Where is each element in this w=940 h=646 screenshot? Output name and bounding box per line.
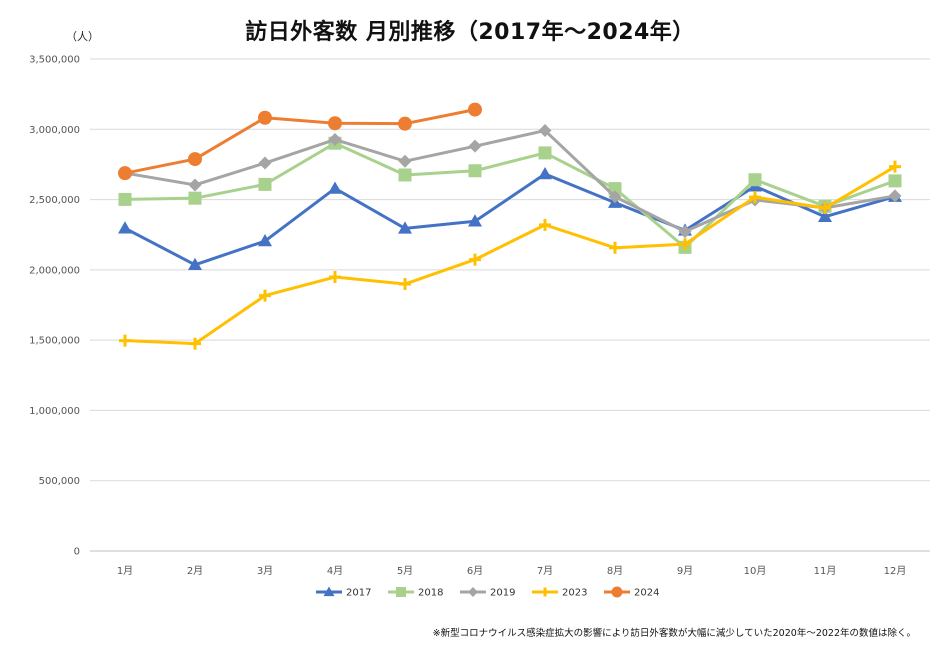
data-point-2018 [748, 173, 762, 187]
series-2024 [118, 102, 482, 181]
y-tick-label: 3,000,000 [29, 125, 80, 136]
x-tick-label: 9月 [677, 565, 693, 577]
legend-marker [323, 586, 335, 597]
series-line-2024 [124, 108, 476, 175]
data-point-2023 [749, 191, 761, 204]
data-point-2018 [888, 174, 902, 188]
data-point-2023 [609, 241, 621, 254]
legend-label: 2018 [418, 588, 443, 599]
series-line-2019 [124, 129, 896, 234]
data-point-2019 [258, 156, 272, 170]
y-axis-unit: （人） [66, 30, 99, 43]
data-point-2019 [608, 190, 622, 204]
legend-label: 2024 [634, 588, 659, 599]
data-point-2023 [819, 202, 831, 215]
y-tick-label: 1,500,000 [29, 336, 80, 347]
legend-label: 2019 [490, 588, 515, 599]
data-point-2024 [258, 110, 272, 125]
x-tick-label: 1月 [117, 565, 133, 577]
legend-marker [540, 587, 550, 597]
data-point-2019 [468, 139, 482, 153]
data-point-2017 [538, 166, 552, 180]
data-point-2018 [398, 168, 412, 182]
data-point-2017 [188, 257, 202, 271]
legend-item-2018: 2018 [388, 587, 443, 599]
data-point-2019 [888, 189, 902, 203]
legend-item-2024: 2024 [604, 586, 659, 599]
series-2017 [118, 166, 902, 271]
x-tick-label: 8月 [607, 565, 623, 577]
data-point-2024 [398, 116, 412, 131]
series-line-2018 [124, 141, 896, 249]
data-point-2018 [188, 191, 202, 205]
legend-marker [611, 586, 623, 598]
x-tick-label: 3月 [257, 565, 273, 577]
series-line-2017 [124, 172, 896, 267]
legend-item-2023: 2023 [532, 587, 587, 599]
y-tick-label: 1,000,000 [29, 406, 80, 417]
x-tick-label: 10月 [744, 565, 767, 577]
x-tick-label: 11月 [814, 565, 837, 577]
data-point-2023 [539, 218, 551, 231]
data-point-2023 [679, 238, 691, 251]
y-tick-label: 2,000,000 [29, 265, 80, 276]
legend-item-2019: 2019 [460, 587, 515, 599]
data-point-2023 [119, 334, 131, 347]
legend: 2017 2018 2019 2023 2024 [316, 586, 659, 599]
legend-marker [396, 587, 406, 597]
series-2023 [119, 160, 901, 350]
legend-label: 2017 [346, 588, 371, 599]
data-point-2019 [398, 154, 412, 168]
series-2019 [118, 124, 902, 239]
data-point-2018 [468, 164, 482, 178]
data-point-2023 [329, 271, 341, 284]
chart-title: 訪日外客数 月別推移（2017年～2024年） [245, 20, 695, 45]
legend-marker [468, 587, 478, 597]
data-point-2017 [468, 214, 482, 227]
data-point-2017 [818, 209, 832, 222]
x-tick-label: 12月 [884, 565, 907, 577]
data-point-2017 [328, 181, 342, 194]
legend-item-2017: 2017 [316, 586, 371, 599]
y-tick-label: 3,500,000 [29, 55, 80, 66]
x-tick-label: 7月 [537, 565, 553, 577]
data-point-2023 [259, 289, 271, 302]
data-point-2017 [398, 221, 412, 234]
x-tick-label: 6月 [467, 565, 483, 577]
y-tick-label: 500,000 [39, 476, 80, 487]
data-point-2019 [188, 178, 202, 192]
y-tick-label: 0 [74, 547, 80, 558]
data-point-2024 [118, 166, 132, 181]
data-point-2019 [328, 133, 342, 147]
data-point-2018 [118, 192, 132, 206]
data-point-2023 [469, 253, 481, 266]
data-point-2024 [468, 102, 482, 117]
legend-label: 2023 [562, 588, 587, 599]
grid-lines [90, 58, 930, 552]
data-point-2023 [399, 278, 411, 291]
series-line-2023 [124, 165, 896, 346]
series-lines [118, 102, 902, 350]
data-point-2019 [678, 225, 692, 239]
x-tick-label: 2月 [187, 565, 203, 577]
data-point-2024 [188, 152, 202, 167]
data-point-2023 [189, 337, 201, 350]
y-tick-label: 2,500,000 [29, 195, 80, 206]
footnote: ※新型コロナウイルス感染症拡大の影響により訪日外客数が大幅に減少していた2020… [432, 628, 916, 639]
x-tick-label: 5月 [397, 565, 413, 577]
data-point-2017 [118, 221, 132, 234]
data-point-2017 [258, 234, 272, 247]
series-2018 [118, 136, 902, 254]
data-point-2018 [258, 177, 272, 191]
data-point-2023 [889, 160, 901, 173]
data-point-2019 [538, 124, 552, 138]
x-tick-label: 4月 [327, 565, 343, 577]
data-point-2018 [538, 146, 552, 160]
axis-labels: 0 500,000 1,000,000 1,500,000 2,000,000 2,500… [29, 55, 906, 578]
data-point-2024 [328, 116, 342, 131]
